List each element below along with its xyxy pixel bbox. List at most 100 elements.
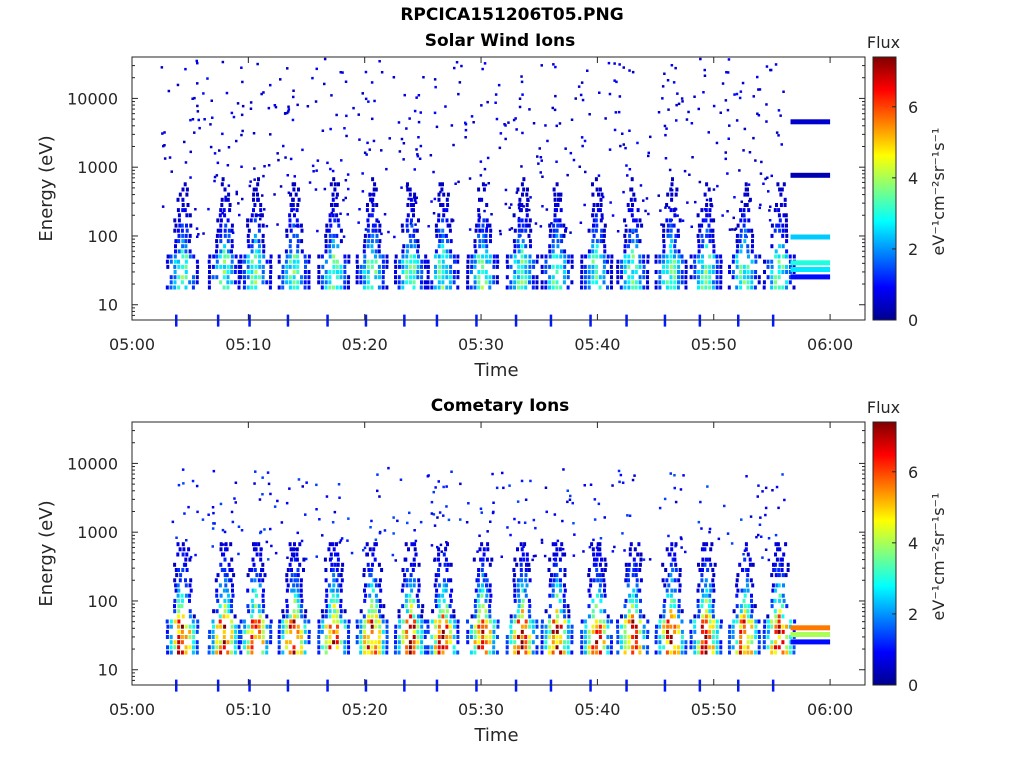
flux-cell — [269, 259, 272, 264]
flux-cell — [780, 562, 784, 567]
flux-cell — [700, 624, 704, 629]
flux-cell — [549, 679, 553, 692]
flux-cell — [224, 547, 227, 552]
flux-cell — [332, 244, 335, 249]
flux-cell — [634, 285, 638, 290]
flux-cell — [566, 640, 570, 645]
flux-cell — [412, 635, 416, 639]
flux-cell — [340, 159, 343, 162]
flux-cell — [556, 244, 560, 249]
flux-cell — [552, 63, 555, 66]
flux-cell — [181, 254, 185, 259]
flux-cell — [581, 98, 585, 102]
flux-cell — [762, 635, 766, 639]
flux-cell — [524, 264, 528, 269]
flux-cell — [544, 264, 548, 269]
flux-cell — [580, 81, 584, 84]
flux-cell — [558, 557, 562, 562]
flux-cell — [333, 609, 336, 614]
flux-cell — [367, 239, 371, 244]
flux-cell — [255, 593, 258, 598]
flux-cell — [409, 259, 413, 264]
flux-cell — [624, 146, 627, 150]
flux-cell — [261, 629, 265, 634]
flux-cell — [358, 208, 361, 211]
flux-cell — [189, 176, 192, 179]
flux-cell — [412, 645, 416, 650]
flux-cell — [679, 488, 683, 491]
flux-cell — [744, 568, 748, 572]
flux-cell — [473, 640, 477, 645]
flux-cell — [666, 259, 670, 264]
flux-cell — [631, 645, 635, 650]
flux-cell — [330, 203, 333, 207]
flux-cell — [359, 280, 363, 285]
flux-cell — [563, 270, 566, 274]
flux-cell — [774, 573, 778, 578]
flux-cell — [477, 254, 481, 259]
flux-cell — [746, 614, 750, 619]
flux-cell — [343, 645, 347, 650]
flux-cell — [184, 244, 188, 249]
flux-cell — [782, 182, 786, 187]
flux-cell — [230, 249, 233, 254]
flux-cell — [328, 285, 332, 290]
flux-cell — [286, 111, 289, 115]
flux-cell — [331, 213, 335, 218]
flux-cell — [430, 280, 434, 285]
flux-cell — [595, 244, 599, 249]
flux-cell — [665, 264, 669, 269]
flux-cell — [303, 254, 307, 259]
flux-cell — [194, 208, 197, 211]
flux-cell — [631, 573, 635, 578]
flux-cell — [180, 640, 184, 645]
flux-cell — [495, 486, 499, 490]
flux-cell — [335, 640, 339, 645]
flux-cell — [622, 143, 625, 146]
flux-cell — [773, 562, 777, 567]
flux-cell — [401, 640, 405, 645]
flux-cell — [758, 523, 762, 526]
flux-cell — [449, 249, 453, 254]
flux-cell — [387, 230, 390, 234]
flux-cell — [662, 233, 665, 238]
flux-cell — [449, 598, 453, 603]
flux-cell — [188, 249, 192, 254]
flux-cell — [654, 629, 658, 634]
flux-cell — [517, 604, 521, 609]
flux-cell — [778, 598, 782, 603]
flux-cell — [426, 624, 430, 629]
flux-cell — [324, 239, 328, 244]
flux-cell — [250, 259, 254, 264]
flux-cell — [336, 562, 340, 567]
flux-cell — [385, 285, 389, 290]
flux-cell — [638, 629, 642, 634]
flux-cell — [684, 650, 688, 655]
flux-cell — [362, 573, 366, 578]
flux-cell — [202, 232, 205, 235]
flux-cell — [227, 578, 231, 583]
flux-cell — [324, 650, 328, 655]
flux-cell — [591, 259, 595, 264]
flux-cell — [513, 275, 517, 280]
flux-cell — [394, 270, 397, 274]
flux-cell — [241, 129, 244, 133]
flux-cell — [285, 275, 289, 280]
flux-cell — [219, 593, 223, 598]
flux-cell — [378, 239, 382, 244]
flux-cell — [215, 254, 219, 259]
flux-cell — [548, 233, 552, 238]
flux-cell — [408, 117, 411, 120]
flux-cell — [739, 285, 743, 290]
flux-cell — [524, 244, 528, 249]
flux-cell — [324, 275, 328, 280]
flux-cell — [500, 555, 503, 558]
flux-cell — [219, 218, 223, 223]
flux-cell — [367, 233, 371, 238]
flux-cell — [516, 578, 520, 583]
flux-cell — [452, 609, 456, 614]
flux-cell — [165, 259, 169, 264]
flux-cell — [539, 171, 542, 174]
flux-cell — [450, 124, 454, 127]
flux-cell — [363, 650, 366, 655]
